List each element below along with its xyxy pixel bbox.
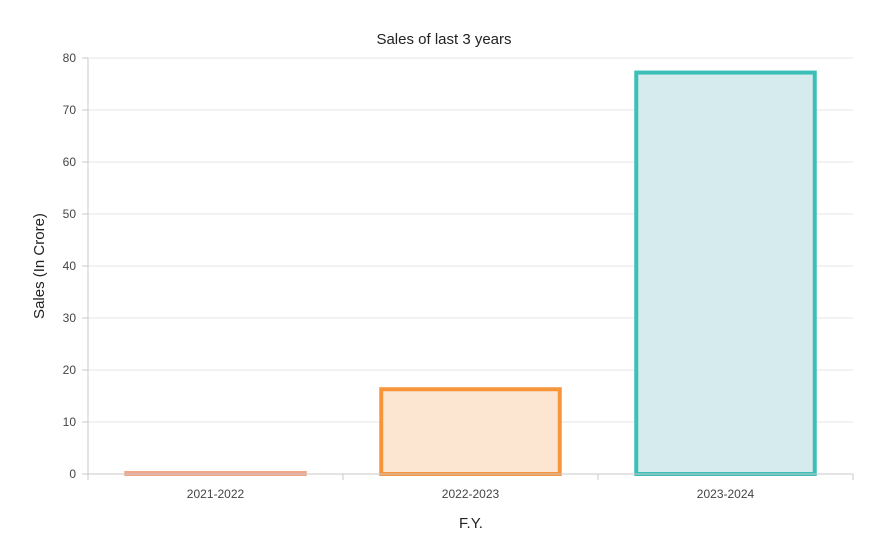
x-tick-labels: 2021-2022 2022-2023 2023-2024 (187, 487, 755, 501)
y-tick-label: 60 (63, 155, 77, 169)
axes (87, 58, 854, 480)
y-tick-label: 40 (63, 259, 77, 273)
y-tick-label: 70 (63, 103, 77, 117)
y-tick-label: 20 (63, 363, 77, 377)
x-tick-label: 2022-2023 (442, 487, 500, 501)
y-tick-label: 80 (63, 51, 77, 65)
x-tick-label: 2021-2022 (187, 487, 245, 501)
bar-2023-2024 (634, 70, 817, 476)
y-tick-labels: 0 10 20 30 40 50 60 70 80 (63, 51, 77, 481)
x-axis-title: F.Y. (459, 515, 483, 532)
y-tick-label: 10 (63, 415, 77, 429)
x-tick-label: 2023-2024 (697, 487, 755, 501)
bars (124, 70, 817, 476)
y-tick-label: 50 (63, 207, 77, 221)
chart-title: Sales of last 3 years (376, 31, 511, 48)
y-tick-label: 0 (69, 467, 76, 481)
y-axis-title: Sales (In Crore) (31, 213, 48, 319)
y-tick-label: 30 (63, 311, 77, 325)
bar-2022-2023 (379, 387, 562, 476)
